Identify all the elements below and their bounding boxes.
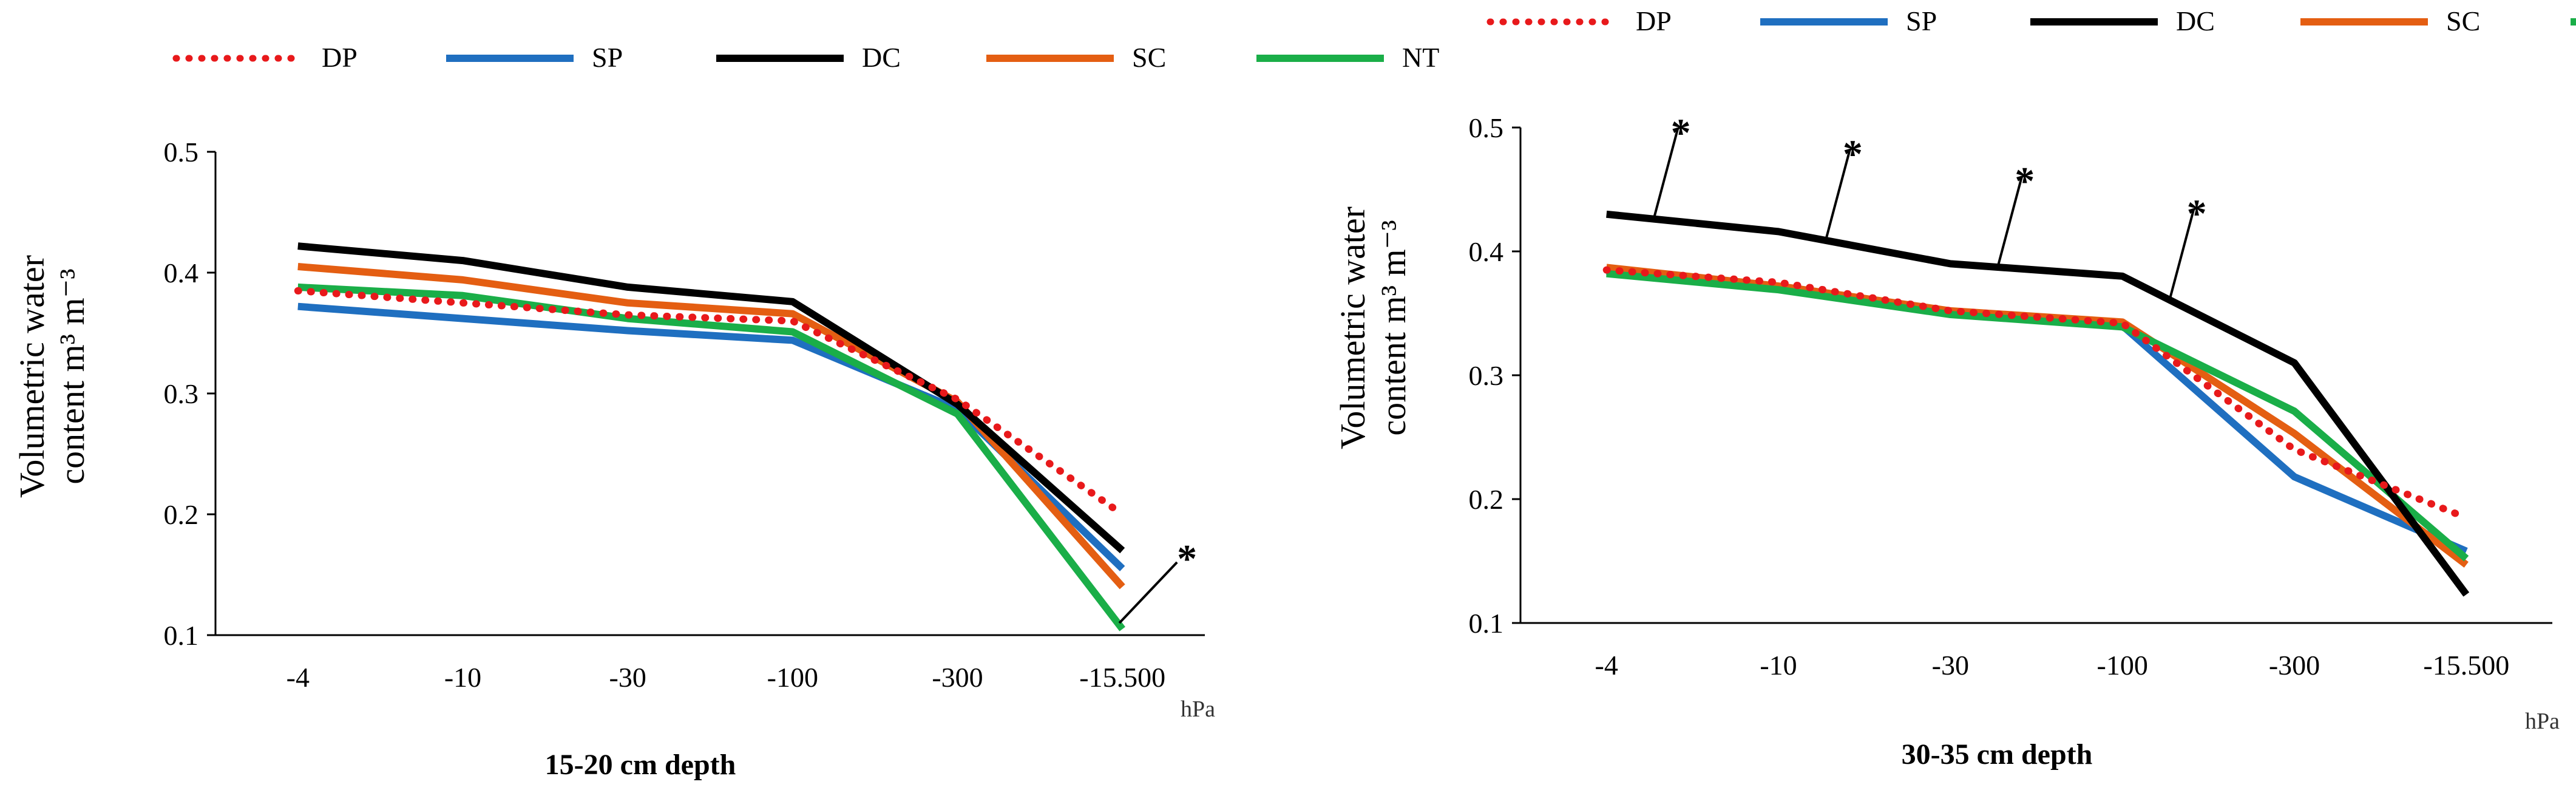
legend-label: DP [322,42,358,73]
legend: DP SP DC SC NT [172,42,1439,73]
legend-label: SC [2446,5,2480,36]
x-tick-label: -300 [2269,650,2320,681]
x-tick-label: -100 [767,662,818,693]
x-tick-label: -10 [444,662,481,693]
legend-label: DP [1636,5,1672,36]
legend-label: DC [2176,5,2215,36]
y-tick-label: 0.1 [164,620,199,651]
annotation-leader [1824,149,1851,241]
legend-item-dc: DC [716,42,901,73]
x-tick-label: -30 [609,662,646,693]
legend-label: SC [1132,42,1166,73]
series-line-dp [294,287,1127,518]
y-axis-label-line-1: Volumetric water [12,255,52,498]
series-line-dp [1602,266,2470,522]
series-line-nt [297,283,1125,631]
x-tick-label: -300 [932,662,983,693]
series-line-dc [297,242,1125,554]
chart-caption: 30-35 cm depth [1902,738,2093,771]
chart-15-20cm: DP SP DC SC NT 0.5 0.4 0.3 0.2 0.1 -4 -10 -30 -100 -30… [12,42,1439,781]
legend-item-sp: SP [446,42,623,73]
y-tick-label: 0.5 [164,137,199,168]
x-tick-label: -15.500 [1079,662,1165,693]
legend-item-sp: SP [1760,5,1937,36]
y-axis-label-line-1: Volumetric water [1333,206,1372,449]
y-tick-label: 0.3 [1469,360,1504,391]
x-tick-label: -30 [1932,650,1969,681]
y-axis-label: Volumetric water content m³ m⁻³ [1333,206,1413,449]
annotation-leader [1996,175,2024,268]
annotation-leader [1118,561,1178,624]
y-tick-label: 0.3 [164,378,199,409]
x-axis-unit: hPa [1181,696,1215,722]
legend-label: NT [1402,42,1439,73]
legend-item-sc: SC [2300,5,2480,36]
significance-star: * [2187,191,2207,236]
annotation-leader [2168,208,2195,300]
significance-star: * [2015,159,2035,203]
x-tick-label: -10 [1760,650,1797,681]
y-tick-label: 0.4 [1469,236,1504,267]
legend-item-nt: NT [2571,18,2576,26]
chart-30-35cm: DP SP DC SC NT 0.5 0.4 0.3 0.2 0.1 -4 -10 -30 -100 -30… [1333,5,2576,771]
y-tick-label: 0.2 [1469,484,1504,515]
x-tick-label: -4 [1595,650,1618,681]
series-line-dc [1606,210,2470,597]
y-axis-label: Volumetric water content m³ m⁻³ [12,255,92,498]
chart-caption: 15-20 cm depth [545,749,736,781]
annotation-leader [1652,127,1679,220]
legend-item-dp: DP [172,42,358,73]
legend: DP SP DC SC NT [1486,5,2576,36]
legend-item-sc: SC [986,42,1166,73]
y-axis-label-line-2: content m³ m⁻³ [1374,220,1413,435]
y-tick-label: 0.4 [164,257,199,288]
x-tick-label: -4 [286,662,310,693]
x-axis-unit: hPa [2525,709,2560,734]
series-line-nt [1606,270,2469,562]
y-tick-label: 0.2 [164,499,199,530]
y-axis-label-line-2: content m³ m⁻³ [52,268,92,484]
significance-star: * [1843,132,1863,177]
legend-label: DC [862,42,901,73]
y-tick-label: 0.5 [1469,112,1504,143]
legend-item-dc: DC [2030,5,2215,36]
x-tick-label: -100 [2097,650,2148,681]
y-tick-label: 0.1 [1469,608,1504,639]
x-tick-label: -15.500 [2423,650,2509,681]
legend-label: SP [592,42,623,73]
legend-item-nt: NT [1256,42,1439,73]
significance-star: * [1671,111,1691,155]
legend-item-dp: DP [1486,5,1672,36]
significance-star: * [1177,537,1197,581]
legend-label: SP [1906,5,1937,36]
